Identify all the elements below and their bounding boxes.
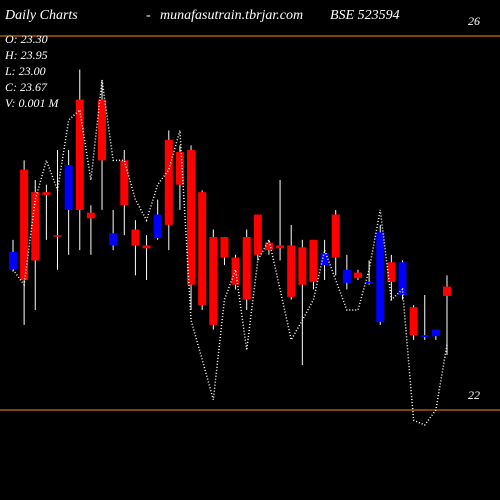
candle-body (187, 150, 196, 285)
ohlc-info: O: 23.30 (5, 32, 48, 46)
candle-body (387, 262, 396, 282)
y-tick-label: 26 (468, 14, 480, 28)
ohlc-info: C: 23.67 (5, 80, 48, 94)
candle-body (264, 242, 273, 251)
ohlc-info: H: 23.95 (4, 48, 48, 62)
candle-body (287, 245, 296, 297)
candle-body (242, 237, 251, 300)
ohlc-info: L: 23.00 (4, 64, 46, 78)
candle-body (420, 335, 429, 338)
candle-body (365, 281, 374, 284)
candle-body (31, 192, 40, 261)
candle-body (342, 269, 351, 283)
indicator-line (12, 79, 448, 426)
candle-body (9, 251, 17, 270)
candle-body (131, 229, 140, 246)
candle-body (120, 160, 129, 206)
candle-body (175, 151, 184, 185)
source: munafasutrain.tbrjar.com (160, 8, 303, 23)
candle-body (142, 245, 151, 249)
candle-body (409, 307, 418, 336)
candle-body (309, 239, 318, 282)
candle-body (353, 272, 362, 279)
candle-body (431, 329, 440, 337)
candle-body (209, 237, 218, 325)
candle-body (64, 165, 73, 210)
candle-body (86, 212, 95, 219)
separator: - (146, 8, 151, 23)
candle-body (320, 252, 329, 266)
candle-body (20, 169, 29, 281)
candle-body (443, 286, 451, 296)
candle-body (164, 139, 173, 225)
candle-body (253, 214, 262, 255)
candle-body (98, 99, 107, 161)
chart-title: Daily Charts (4, 8, 78, 23)
symbol: BSE 523594 (330, 8, 400, 23)
candle-body (298, 247, 307, 285)
candle-body (376, 232, 385, 323)
candle-body (75, 99, 84, 210)
candle-body (220, 237, 229, 258)
candle-body (198, 192, 207, 306)
candle-body (42, 192, 51, 195)
candle-body (53, 235, 62, 237)
ohlc-info: V: 0.001 M (5, 96, 60, 110)
candle-body (109, 233, 118, 246)
candle-body (331, 214, 340, 258)
candle-body (153, 214, 162, 238)
y-tick-label: 22 (468, 388, 480, 402)
candle-body (276, 245, 285, 249)
candle-body (398, 262, 407, 295)
